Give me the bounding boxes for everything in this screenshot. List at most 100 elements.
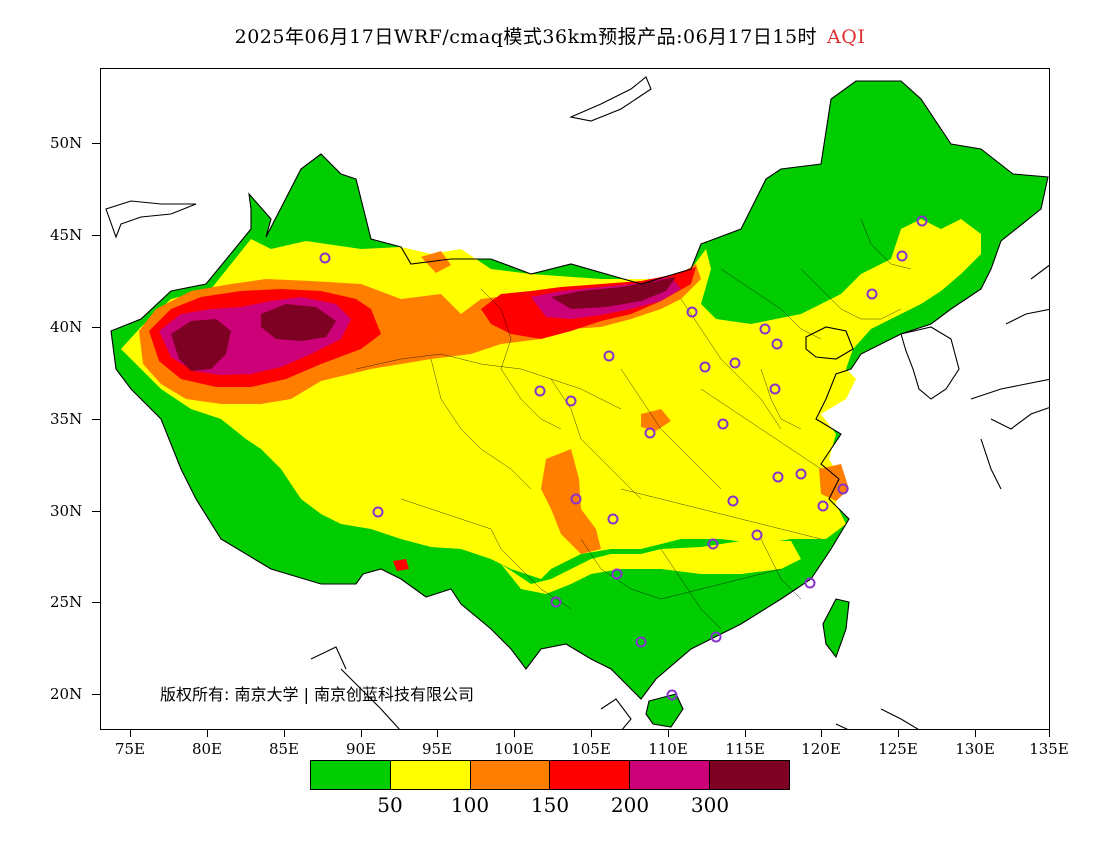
- station-marker: [570, 493, 582, 505]
- hainan: [646, 694, 683, 727]
- station-marker: [759, 323, 771, 335]
- station-marker: [666, 689, 678, 701]
- lon-tick: [514, 730, 515, 737]
- legend-swatch-moderate: [390, 761, 471, 789]
- aqi-field-moderate-south: [501, 541, 801, 594]
- lon-label: 120E: [801, 740, 841, 758]
- aqi-field-hazardous-ne: [551, 277, 676, 309]
- lon-label: 130E: [955, 740, 995, 758]
- lon-label: 80E: [191, 740, 223, 758]
- aqi-map: [105, 76, 1049, 729]
- lon-tick: [821, 730, 822, 737]
- station-marker: [727, 495, 739, 507]
- aqi-field-usg-spot2: [421, 251, 451, 273]
- legend-swatch-very-unhealthy: [630, 761, 711, 789]
- station-marker: [751, 529, 763, 541]
- lon-tick: [361, 730, 362, 737]
- lat-label: 20N: [50, 685, 83, 703]
- station-marker: [804, 577, 816, 589]
- station-marker: [707, 538, 719, 550]
- lat-tick: [92, 143, 100, 144]
- lon-tick: [437, 730, 438, 737]
- lon-label: 115E: [725, 740, 765, 758]
- lat-tick: [92, 419, 100, 420]
- station-marker: [611, 568, 623, 580]
- lat-label: 40N: [50, 318, 83, 336]
- station-marker: [837, 483, 849, 495]
- aqi-legend: [310, 760, 790, 790]
- lon-label: 90E: [345, 740, 377, 758]
- station-marker: [607, 513, 619, 525]
- station-marker: [644, 427, 656, 439]
- lon-label: 85E: [268, 740, 300, 758]
- lon-label: 75E: [114, 740, 146, 758]
- station-marker: [565, 395, 577, 407]
- lon-label: 95E: [421, 740, 453, 758]
- taiwan: [823, 599, 849, 657]
- lon-label: 135E: [1029, 740, 1069, 758]
- station-marker: [717, 418, 729, 430]
- lon-tick: [745, 730, 746, 737]
- lon-tick: [591, 730, 592, 737]
- station-marker: [771, 338, 783, 350]
- copyright-credit: 版权所有: 南京大学 | 南京创蓝科技有限公司: [160, 685, 475, 704]
- lat-tick: [92, 327, 100, 328]
- lat-tick: [92, 694, 100, 695]
- legend-label: 200: [610, 793, 650, 817]
- aqi-field-moderate-west: [331, 364, 511, 524]
- station-marker: [319, 252, 331, 264]
- title-main: 2025年06月17日WRF/cmaq模式36km预报产品:06月17日15时: [234, 26, 818, 48]
- lon-tick: [975, 730, 976, 737]
- lon-label: 100E: [494, 740, 534, 758]
- station-marker: [772, 471, 784, 483]
- aqi-field-unhealthy-spot: [393, 559, 409, 571]
- legend-swatch-unhealthy: [550, 761, 631, 789]
- lon-tick: [1049, 730, 1050, 737]
- aqi-field-usg-spot1: [641, 409, 671, 431]
- aqi-field-usg-sichuan: [541, 449, 601, 554]
- lon-tick: [668, 730, 669, 737]
- aqi-field-hazardous-nw-1: [171, 319, 231, 371]
- station-marker: [769, 383, 781, 395]
- station-markers: [319, 215, 928, 701]
- station-marker: [817, 500, 829, 512]
- station-marker: [603, 350, 615, 362]
- lat-label: 45N: [50, 226, 83, 244]
- lat-tick: [92, 235, 100, 236]
- legend-swatch-good: [311, 761, 391, 789]
- lat-label: 30N: [50, 502, 83, 520]
- station-marker: [795, 468, 807, 480]
- station-marker: [550, 596, 562, 608]
- lon-label: 110E: [648, 740, 688, 758]
- station-marker: [699, 361, 711, 373]
- legend-swatch-usg: [470, 761, 551, 789]
- station-marker: [534, 385, 546, 397]
- aqi-field-hazardous-nw-2: [261, 304, 336, 341]
- lon-label: 125E: [878, 740, 918, 758]
- province-lines: [355, 218, 912, 630]
- lon-tick: [130, 730, 131, 737]
- lon-tick: [207, 730, 208, 737]
- legend-label: 50: [377, 793, 403, 817]
- lat-label: 25N: [50, 593, 83, 611]
- boundary-lines: [105, 76, 1049, 729]
- station-marker: [896, 250, 908, 262]
- lat-tick: [92, 511, 100, 512]
- title-variable: AQI: [827, 26, 866, 48]
- lon-label: 105E: [571, 740, 611, 758]
- aqi-field-usg-yrd: [819, 464, 849, 501]
- lon-tick: [898, 730, 899, 737]
- station-marker: [635, 636, 647, 648]
- lat-label: 50N: [50, 134, 83, 152]
- map-frame: [100, 68, 1050, 730]
- legend-label: 150: [530, 793, 570, 817]
- map-title: 2025年06月17日WRF/cmaq模式36km预报产品:06月17日15时 A…: [0, 22, 1100, 49]
- station-marker: [916, 215, 928, 227]
- legend-label: 100: [450, 793, 490, 817]
- station-marker: [372, 506, 384, 518]
- station-marker: [866, 288, 878, 300]
- lon-tick: [284, 730, 285, 737]
- legend-swatch-hazardous: [710, 761, 789, 789]
- legend-label: 300: [690, 793, 730, 817]
- station-marker: [729, 357, 741, 369]
